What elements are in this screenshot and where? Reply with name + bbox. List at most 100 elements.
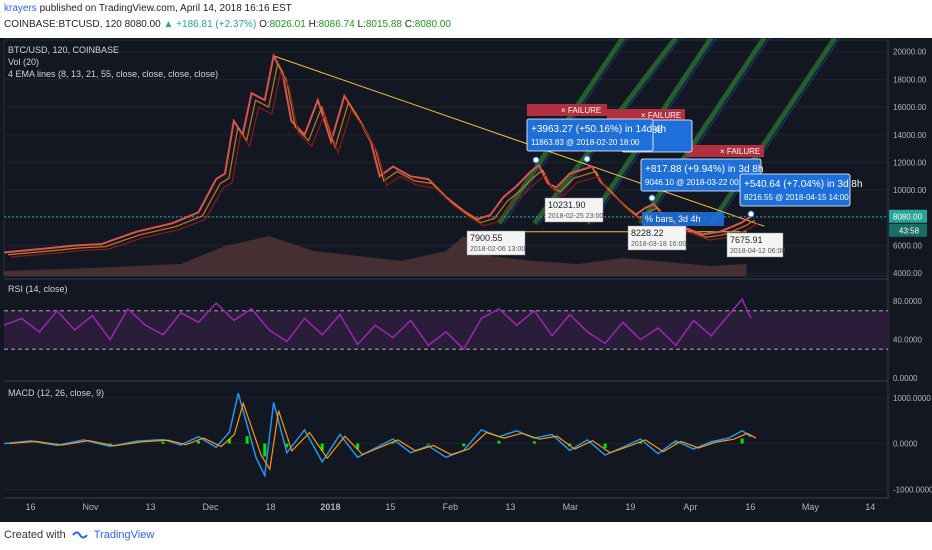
quote-line: COINBASE:BTCUSD, 120 8080.00 ▲ +186.81 (…	[4, 19, 451, 30]
tradingview-logo-icon	[71, 531, 88, 539]
gain-callout-box	[526, 118, 654, 152]
rising-channel-edge	[715, 38, 841, 224]
close-label: C:	[404, 19, 415, 30]
time-tick-label: 2018	[320, 502, 340, 512]
failure-label: × FAILURE	[641, 111, 681, 120]
rising-channel-line	[638, 38, 767, 225]
time-tick-label: Apr	[683, 502, 697, 512]
publish-info: published on TradingView.com, April 14, …	[39, 3, 292, 14]
rsi-pane	[3, 297, 752, 351]
low-price-date: 2018-02-25 23:00	[548, 213, 603, 220]
rising-channel-line	[709, 38, 838, 225]
close-value: 8080.00	[414, 19, 451, 30]
macd-tick-label: -1000.0000	[893, 485, 932, 494]
failure-label-box	[527, 104, 607, 116]
price-change: +186.81 (+2.37%)	[176, 19, 257, 30]
bars-callout-text: % bars, 3d 4h	[645, 214, 701, 224]
created-with-label: Created with	[4, 529, 66, 541]
tradingview-brand[interactable]: TradingView	[93, 529, 155, 541]
rsi-tick-label: 40.0000	[893, 336, 922, 345]
high-value: 8086.74	[318, 19, 355, 30]
low-price-box	[726, 232, 784, 258]
time-tick-label: Dec	[202, 502, 219, 512]
price-legend-line: Vol (20)	[8, 57, 39, 67]
volume-area	[4, 236, 747, 276]
rsi-series	[3, 297, 752, 351]
low-value: 8015.88	[365, 19, 402, 30]
time-tick-label: 14	[865, 502, 875, 512]
ema-slow-line	[10, 70, 759, 258]
gain-callout-subtext: 11863.83 @ 2018-02-20 18:00	[531, 138, 640, 147]
time-tick-label: Nov	[82, 502, 99, 512]
price-tick-label: 14000.00	[893, 131, 927, 140]
chart-annotations: 7900.55 2018-02-06 13:00 10231.90 2018-02-2…	[466, 104, 862, 258]
gain-callout-subtext: 9046.10 @ 2018-03-22 00:00	[645, 178, 750, 187]
time-tick-label: 13	[145, 502, 155, 512]
descending-trendline	[273, 55, 765, 227]
rsi-band-fill	[4, 310, 888, 350]
time-tick-label: 18	[265, 502, 275, 512]
footer: Created with TradingView	[4, 529, 154, 541]
rsi-tick-label: 0.0000	[893, 374, 918, 383]
time-tick-label: May	[802, 502, 820, 512]
high-label: H:	[308, 19, 319, 30]
low-price-box	[544, 197, 604, 223]
gain-callout-subtext: 8216.55 @ 2018-04-15 14:00	[744, 193, 849, 202]
price-tick-label: 16000.00	[893, 103, 927, 112]
chart-legends: BTC/USD, 120, COINBASE Vol (20) 4 EMA line…	[8, 45, 218, 398]
low-price-date: 2018-02-06 13:00	[470, 246, 525, 253]
failure-label-box	[686, 145, 764, 157]
gain-callout-text: +817.88 (+9.94%) in 3d 8h	[645, 164, 763, 175]
low-price-value: 10231.90	[548, 200, 586, 210]
price-tick-label: 18000.00	[893, 75, 927, 84]
failure-label: × FAILURE	[561, 106, 601, 115]
low-price-date: 2018-04-12 06:00	[730, 248, 785, 255]
failure-label-box	[607, 109, 685, 121]
time-tick-label: Mar	[563, 502, 579, 512]
price-tick-label: 10000.00	[893, 186, 927, 195]
price-tick-label: 4000.00	[893, 269, 922, 278]
gain-callout-text: +3963.27 (+50.16%) in 14d 4h	[531, 124, 666, 135]
price-legend-line: 4 EMA lines (8, 13, 21, 55, close, close…	[8, 69, 218, 79]
time-tick-label: 16	[745, 502, 755, 512]
macd-legend: MACD (12, 26, close, 9)	[8, 388, 104, 398]
current-price-badge	[889, 209, 927, 223]
low-price-box	[466, 230, 526, 256]
price-tick-label: 12000.00	[893, 158, 927, 167]
macd-tick-label: 0.0000	[893, 440, 918, 449]
chart-area[interactable]: 20000.00 18000.00 16000.00 14000.00 12000.00…	[0, 38, 932, 522]
low-price-value: 7675.91	[730, 235, 763, 245]
price-tick-label: 6000.00	[893, 242, 922, 251]
countdown-badge	[889, 223, 927, 237]
countdown-label: 43:58	[899, 227, 920, 236]
bars-callout-box	[642, 212, 724, 226]
chart-grid	[3, 39, 889, 499]
time-tick-label: 19	[625, 502, 635, 512]
chart-axes: 20000.00 18000.00 16000.00 14000.00 12000.00…	[26, 48, 932, 512]
publish-line: krayers published on TradingView.com, Ap…	[4, 3, 292, 14]
current-price-label: 8080.00	[893, 213, 922, 222]
failure-label: × FAILURE	[720, 147, 760, 156]
pivot-marker	[747, 210, 755, 218]
ema-fast-line	[7, 62, 756, 256]
time-tick-label: Feb	[443, 502, 459, 512]
low-price-value: 7900.55	[470, 233, 503, 243]
time-tick-label: 16	[26, 502, 36, 512]
pivot-marker	[532, 156, 540, 164]
low-price-value: 8228.22	[631, 228, 664, 238]
open-label: O:	[259, 19, 270, 30]
last-price: 8080.00	[124, 19, 161, 30]
macd-pane	[3, 392, 757, 479]
price-tick-label: 20000.00	[893, 48, 927, 57]
price-legend-line: BTC/USD, 120, COINBASE	[8, 45, 119, 55]
symbol-label: COINBASE:BTCUSD, 120	[4, 19, 122, 30]
signal-line	[8, 401, 757, 471]
low-label: L:	[357, 19, 366, 30]
author-link[interactable]: krayers	[4, 3, 37, 14]
time-tick-label: 15	[385, 502, 395, 512]
open-value: 8026.01	[269, 19, 306, 30]
macd-tick-label: 1000.0000	[893, 394, 931, 403]
low-price-box	[627, 225, 687, 251]
up-arrow-icon: ▲	[163, 19, 174, 30]
gain-callout-box	[739, 173, 851, 207]
